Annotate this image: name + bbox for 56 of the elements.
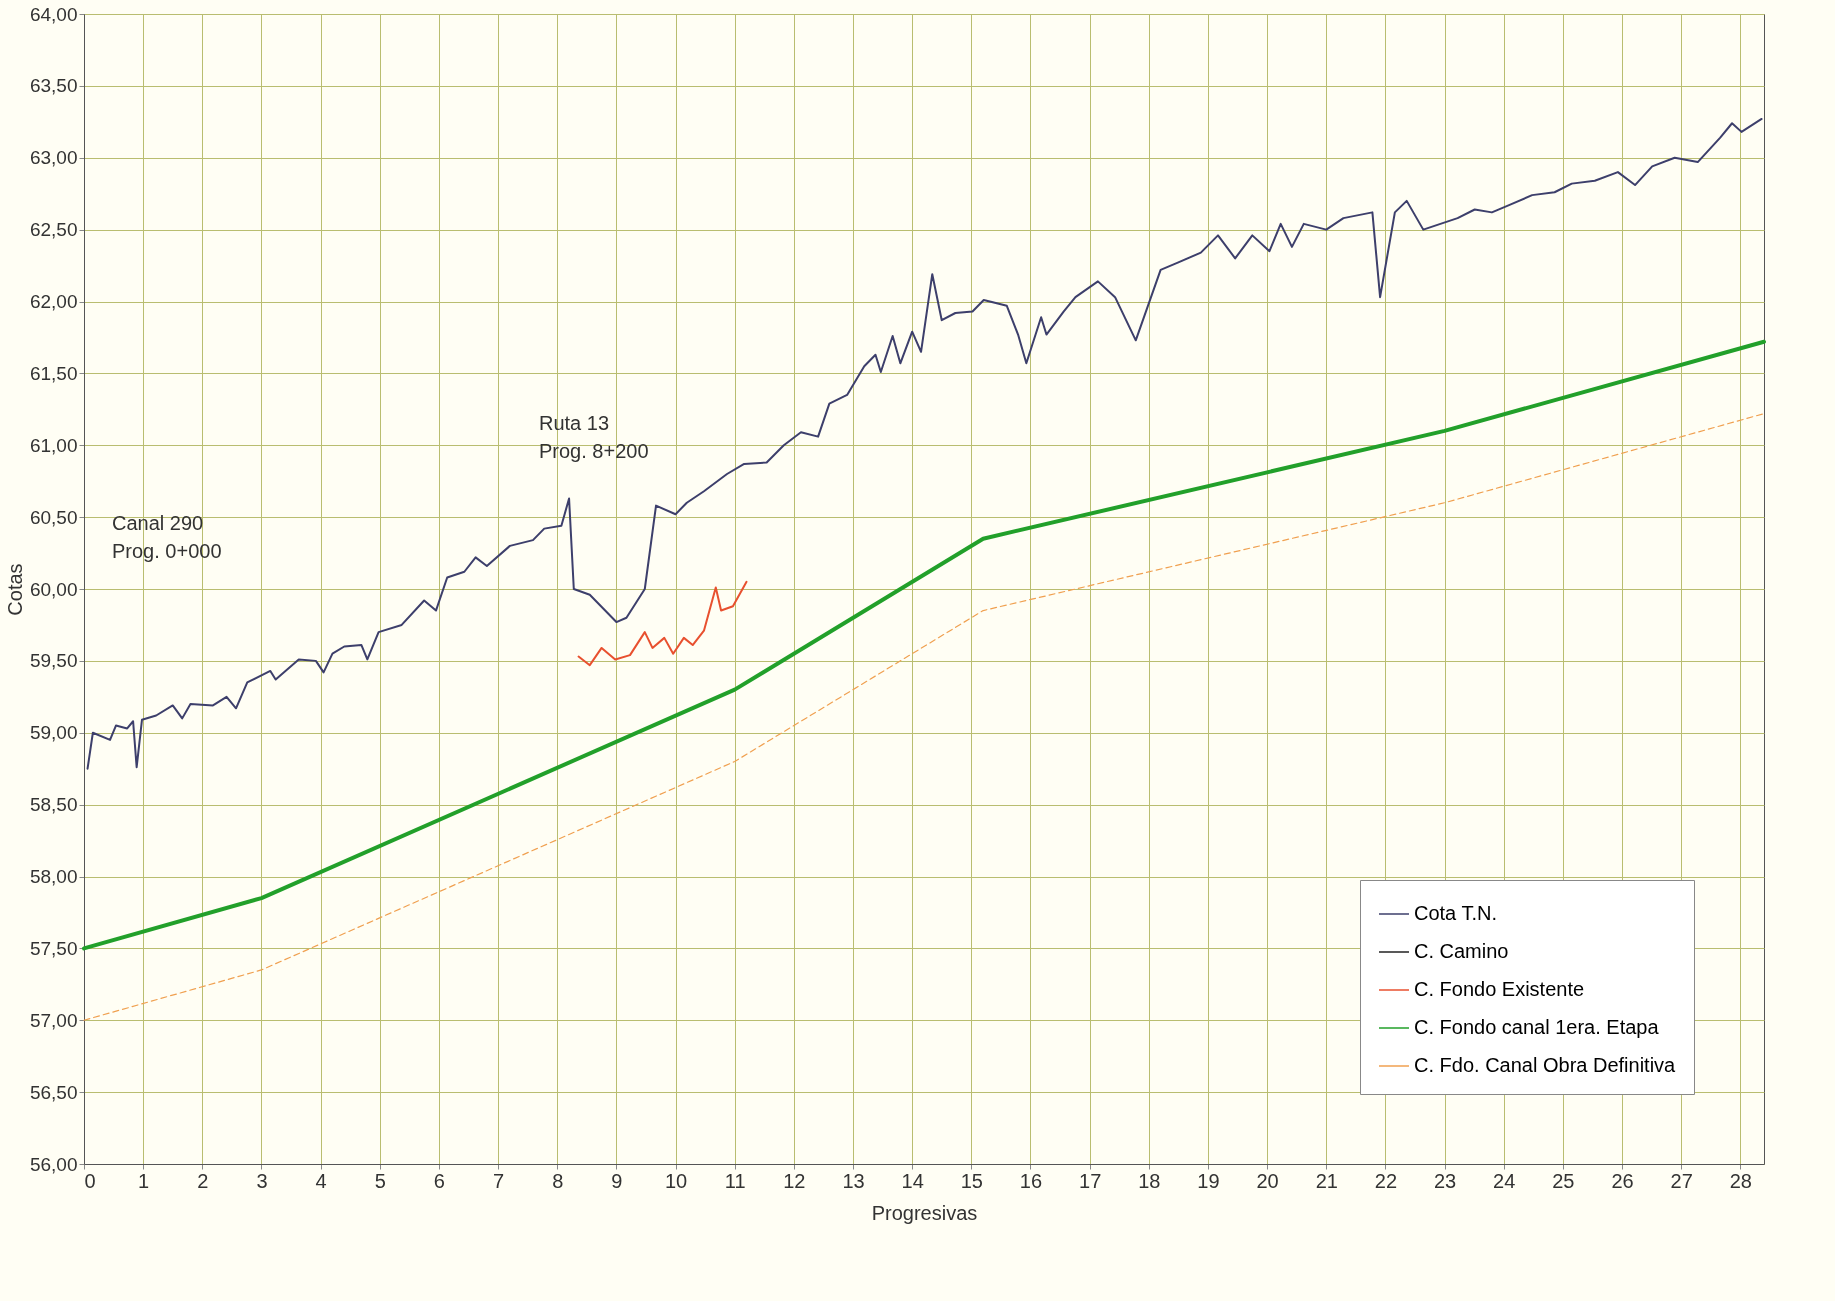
x-tick-label: 14 [901,1169,924,1192]
x-axis-title: Progresivas [871,1201,978,1224]
y-tick-label: 57,50 [29,937,78,959]
y-tick-label: 63,50 [29,75,78,97]
y-axis-title: Cotas [3,563,26,616]
x-tick-label: 5 [374,1169,386,1192]
line-series [86,117,1763,770]
x-tick-label: 23 [1433,1169,1457,1192]
x-tick-label: 1 [138,1169,150,1192]
legend-label: C. Fondo canal 1era. Etapa [1414,1016,1660,1038]
y-tick-label: 57,00 [29,1009,78,1031]
y-tick-label: 60,50 [29,506,78,528]
x-tick-label: 0 [84,1169,96,1192]
x-tick-label: 12 [783,1169,806,1192]
x-tick-label: 21 [1315,1169,1338,1192]
y-tick-label: 59,00 [29,722,78,744]
x-tick-label: 24 [1493,1169,1516,1192]
y-tick-label: 62,00 [29,291,78,312]
x-tick-label: 27 [1670,1169,1693,1192]
line-series [577,580,748,667]
y-tick-label: 62,50 [29,219,78,241]
x-tick-label: 3 [256,1169,268,1192]
y-tick-label: 58,00 [29,866,78,887]
x-tick-label: 19 [1197,1169,1220,1192]
legend-label: C. Fdo. Canal Obra Definitiva [1414,1054,1677,1076]
legend-label: C. Fondo Existente [1414,978,1585,1000]
x-tick-label: 8 [552,1169,564,1192]
x-tick-label: 17 [1079,1169,1102,1192]
y-tick-label: 64,00 [29,3,78,25]
y-tick-label: 59,50 [29,650,78,672]
y-tick-label: 63,00 [29,147,78,169]
x-tick-label: 4 [315,1169,327,1192]
x-tick-label: 7 [493,1169,505,1192]
y-tick-label: 56,00 [29,1153,78,1175]
x-tick-label: 28 [1729,1169,1752,1192]
x-tick-label: 18 [1138,1169,1161,1192]
x-tick-label: 26 [1611,1169,1634,1192]
legend-label: Cota T.N. [1414,902,1497,924]
y-tick-label: 56,50 [29,1081,78,1103]
y-tick-label: 61,00 [29,434,78,456]
x-tick-label: 10 [664,1169,688,1192]
x-tick-label: 11 [724,1169,746,1192]
x-tick-label: 22 [1374,1169,1398,1192]
line-series [83,413,1765,1021]
legend-label: C. Camino [1414,940,1509,962]
x-tick-label: 2 [197,1169,209,1192]
x-tick-label: 9 [611,1169,623,1192]
x-tick-label: 25 [1552,1169,1575,1192]
x-tick-label: 6 [433,1169,445,1192]
x-tick-label: 20 [1256,1169,1279,1192]
x-tick-label: 15 [960,1169,983,1192]
y-tick-label: 61,50 [29,362,78,384]
y-tick-label: 60,00 [29,578,78,600]
y-tick-label: 58,50 [29,794,78,816]
x-tick-label: 16 [1019,1169,1043,1192]
x-tick-label: 13 [842,1169,865,1192]
